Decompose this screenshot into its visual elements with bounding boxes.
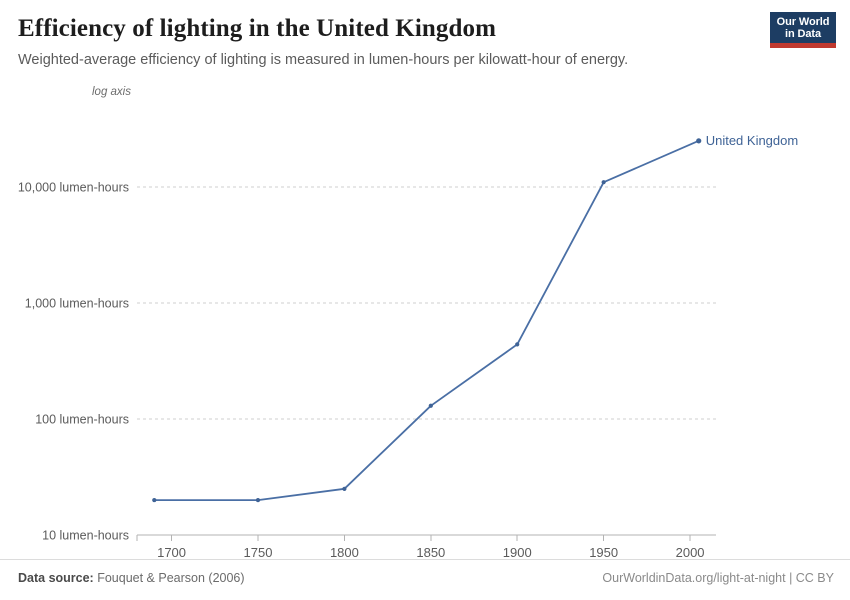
x-axis-tick-label: 1750 [244,545,273,560]
data-point[interactable] [601,180,606,185]
x-axis-tick-label: 1900 [503,545,532,560]
line-chart-svg: 10 lumen-hours 100 lumen-hours 1,000 lumen… [18,133,799,560]
x-axis-tick-label: 1950 [589,545,618,560]
x-axis-tick-label: 1850 [416,545,445,560]
logo-line-2: in Data [785,27,821,40]
data-source: Data source: Fouquet & Pearson (2006) [18,571,245,585]
series-endpoint-marker[interactable] [696,138,702,144]
chart-subtitle: Weighted-average efficiency of lighting … [18,52,629,68]
page-title: Efficiency of lighting in the United Kin… [18,15,497,42]
chart-footer: Data source: Fouquet & Pearson (2006) Ou… [0,559,850,600]
data-point[interactable] [152,497,157,503]
y-axis-tick-label: 1,000 lumen-hours [25,297,129,311]
data-point[interactable] [428,403,433,408]
y-axis-tick-label: 100 lumen-hours [35,413,129,427]
x-axis-tick-label: 1800 [330,545,359,560]
y-axis-tick-label: 10 lumen-hours [42,529,129,543]
series-labels-group: United Kingdom [706,133,799,148]
x-axis-labels-group: 1700 1750 1800 1850 1900 1950 2000 [157,545,704,560]
attribution-link[interactable]: OurWorldinData.org/light-at-night | CC B… [602,571,834,585]
logo-line-1: Our World [776,15,830,28]
x-axis-tick-label: 2000 [676,545,705,560]
series-line-united-kingdom[interactable] [153,139,700,501]
data-point[interactable] [515,342,520,347]
data-source-value: Fouquet & Pearson (2006) [97,571,245,585]
y-axis-labels-group: 10 lumen-hours 100 lumen-hours 1,000 lumen… [18,181,129,543]
plot-area: 10 lumen-hours 100 lumen-hours 1,000 lumen… [0,100,850,560]
x-axis-ticks-group [136,535,691,541]
data-point[interactable] [342,486,347,491]
gridlines-group [137,186,716,536]
chart-header: Efficiency of lighting in the United Kin… [18,14,748,70]
log-axis-note: log axis [92,86,131,98]
y-axis-tick-label: 10,000 lumen-hours [18,181,129,195]
series-label[interactable]: United Kingdom [706,133,799,148]
series-group[interactable] [152,138,702,503]
x-axis-tick-label: 1700 [157,545,186,560]
data-point[interactable] [255,497,261,503]
our-world-in-data-logo[interactable]: Our World in Data [770,12,836,48]
data-source-label: Data source: [18,571,94,585]
